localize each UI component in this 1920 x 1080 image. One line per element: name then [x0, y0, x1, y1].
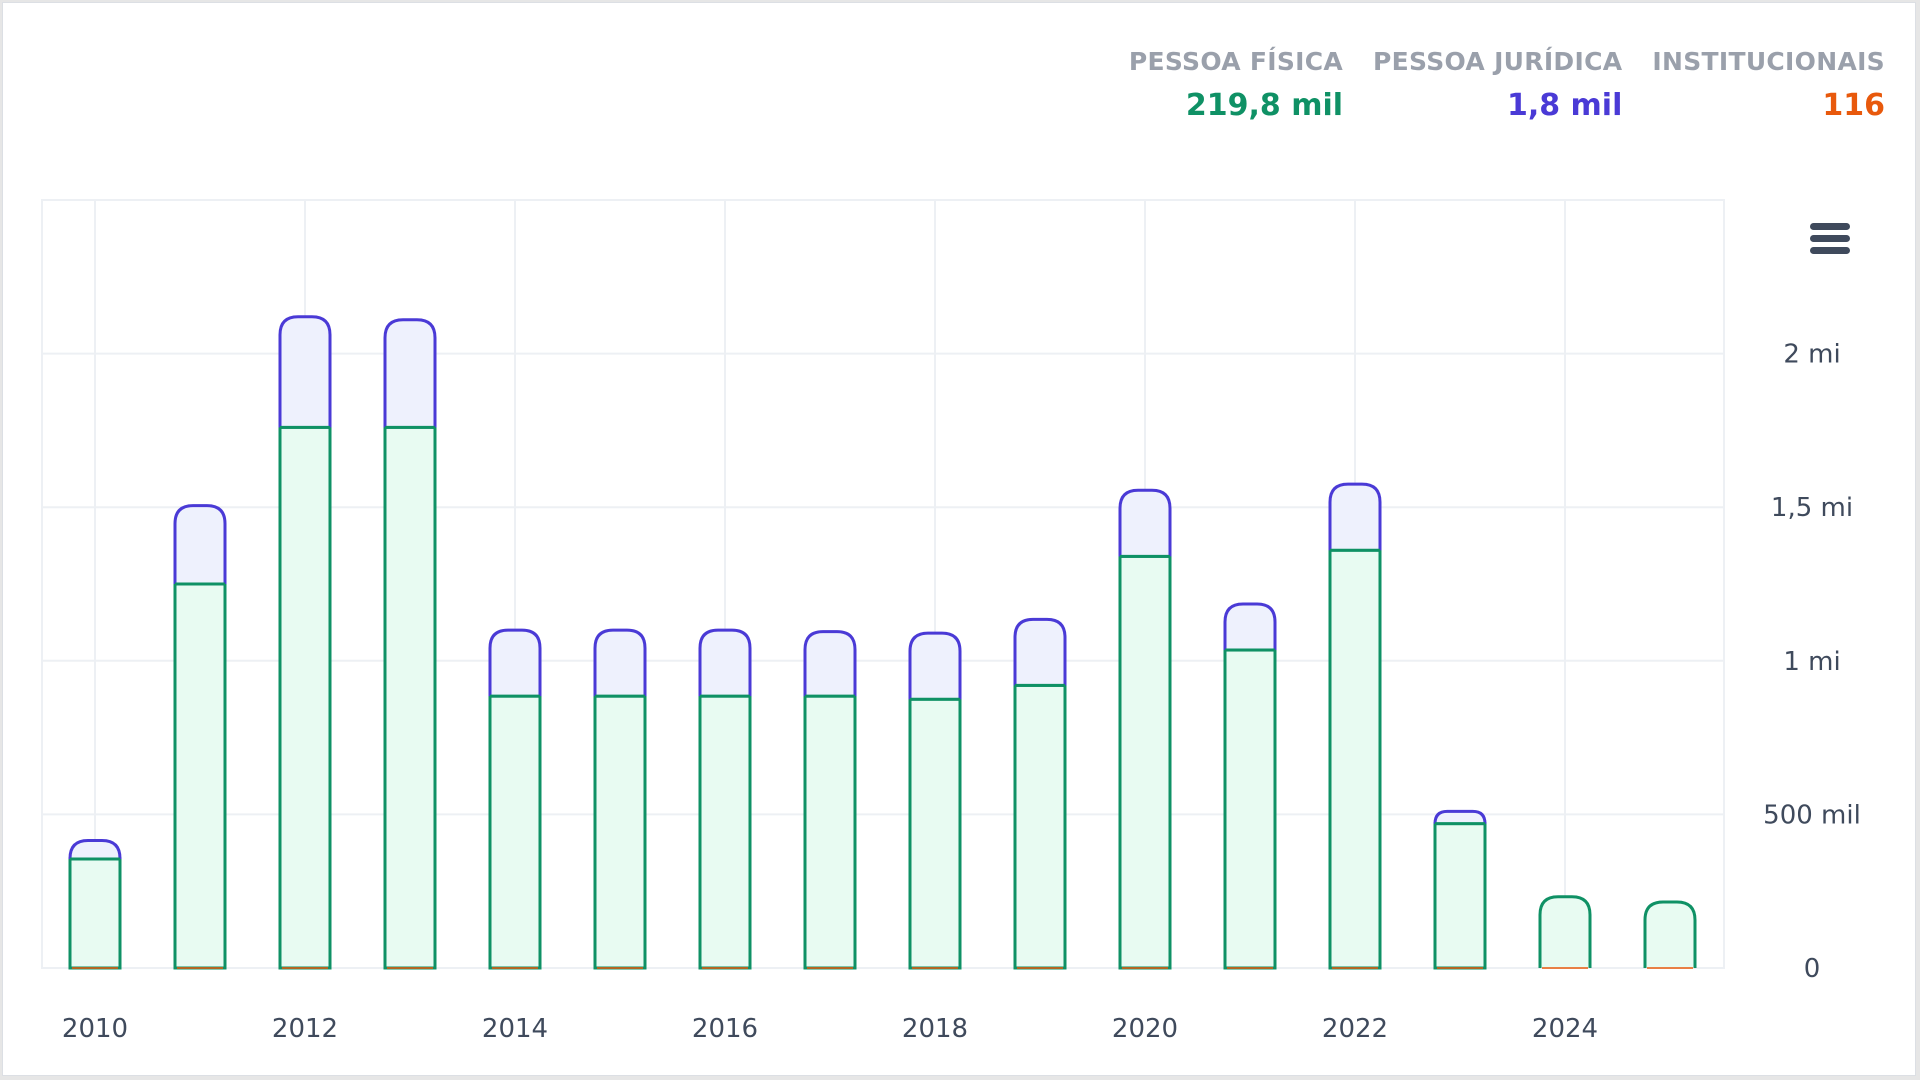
bar-pessoa-juridica-outline [173, 504, 227, 584]
bar-pessoa-juridica-outline [908, 631, 962, 700]
legend-item[interactable]: PESSOA FÍSICA 219,8 mil [1129, 47, 1343, 123]
legend-value: 219,8 mil [1185, 88, 1344, 123]
bar-pessoa-fisica [1118, 554, 1172, 970]
x-tick-label: 2024 [1532, 1014, 1598, 1044]
bar-pessoa-fisica [1540, 896, 1590, 968]
x-tick-label: 2022 [1322, 1014, 1388, 1044]
bar-pessoa-fisica [1433, 822, 1487, 970]
bar-pessoa-juridica-outline [593, 628, 647, 697]
x-tick-label: 2012 [272, 1014, 338, 1044]
bar-pessoa-fisica-outline [1643, 900, 1697, 968]
bar-pessoa-fisica [383, 425, 437, 970]
bar-pessoa-juridica-outline [1223, 602, 1277, 651]
bar-pessoa-fisica [488, 694, 542, 970]
bar-pessoa-juridica [1015, 619, 1065, 686]
x-tick-label: 2010 [62, 1014, 128, 1044]
y-tick-label: 2 mi [1783, 340, 1840, 370]
bar-pessoa-juridica-outline [1118, 488, 1172, 557]
x-tick-label: 2014 [482, 1014, 548, 1044]
x-tick-label: 2020 [1112, 1014, 1178, 1044]
y-tick-label: 500 mil [1763, 800, 1861, 830]
bar-pessoa-fisica [173, 582, 227, 970]
bar-pessoa-juridica [1330, 484, 1380, 551]
bar-pessoa-fisica [68, 857, 122, 970]
x-tick-label: 2018 [902, 1014, 968, 1044]
hamburger-menu-icon[interactable] [1805, 218, 1855, 262]
bar-pessoa-juridica-outline [278, 315, 332, 428]
legend-value: 1,8 mil [1506, 88, 1623, 123]
bar-pessoa-fisica [278, 425, 332, 970]
menu-bar [1810, 247, 1850, 254]
bar-pessoa-juridica-outline [383, 318, 437, 428]
bar-pessoa-fisica [1013, 683, 1067, 970]
bar-pessoa-fisica [593, 694, 647, 970]
bar-pessoa-juridica-outline [488, 628, 542, 697]
bar-pessoa-fisica [803, 694, 857, 970]
legend: PESSOA FÍSICA 219,8 mil PESSOA JURÍDICA 1,8… [1129, 47, 1885, 123]
legend-value: 116 [1822, 88, 1885, 123]
bar-pessoa-juridica [1120, 490, 1170, 557]
bar-pessoa-juridica [490, 630, 540, 697]
menu-bar [1810, 223, 1850, 230]
bar-pessoa-fisica [908, 697, 962, 970]
x-tick-label: 2016 [692, 1014, 758, 1044]
bar-pessoa-juridica [1435, 811, 1485, 824]
legend-item[interactable]: INSTITUCIONAIS 116 [1652, 47, 1885, 123]
bar-pessoa-fisica [1328, 548, 1382, 970]
bar-pessoa-juridica [595, 630, 645, 697]
bar-pessoa-juridica-outline [698, 628, 752, 697]
legend-item[interactable]: PESSOA JURÍDICA 1,8 mil [1373, 47, 1622, 123]
bar-pessoa-juridica-outline [1013, 617, 1067, 686]
bar-pessoa-juridica [70, 840, 120, 859]
bar-pessoa-juridica [700, 630, 750, 697]
bar-pessoa-juridica [280, 316, 330, 428]
menu-bar [1810, 235, 1850, 242]
bar-pessoa-fisica [1645, 901, 1695, 968]
bar-pessoa-fisica-outline [1538, 895, 1592, 968]
bar-pessoa-juridica [805, 631, 855, 697]
bar-pessoa-juridica-outline [68, 839, 122, 859]
y-tick-label: 0 [1804, 954, 1821, 984]
y-tick-label: 1,5 mi [1771, 493, 1853, 523]
bar-pessoa-juridica-outline [1433, 809, 1487, 824]
y-tick-label: 1 mi [1783, 647, 1840, 677]
bar-pessoa-juridica-outline [1328, 482, 1382, 551]
bar-pessoa-juridica [1225, 603, 1275, 651]
bar-pessoa-juridica-outline [803, 630, 857, 697]
bar-pessoa-juridica [175, 505, 225, 584]
bar-pessoa-fisica [1223, 648, 1277, 970]
legend-label: PESSOA JURÍDICA [1373, 47, 1623, 76]
legend-label: INSTITUCIONAIS [1652, 47, 1885, 76]
legend-label: PESSOA FÍSICA [1128, 47, 1344, 76]
bar-pessoa-juridica [385, 319, 435, 428]
bar-pessoa-fisica [698, 694, 752, 970]
bar-pessoa-juridica [910, 633, 960, 700]
